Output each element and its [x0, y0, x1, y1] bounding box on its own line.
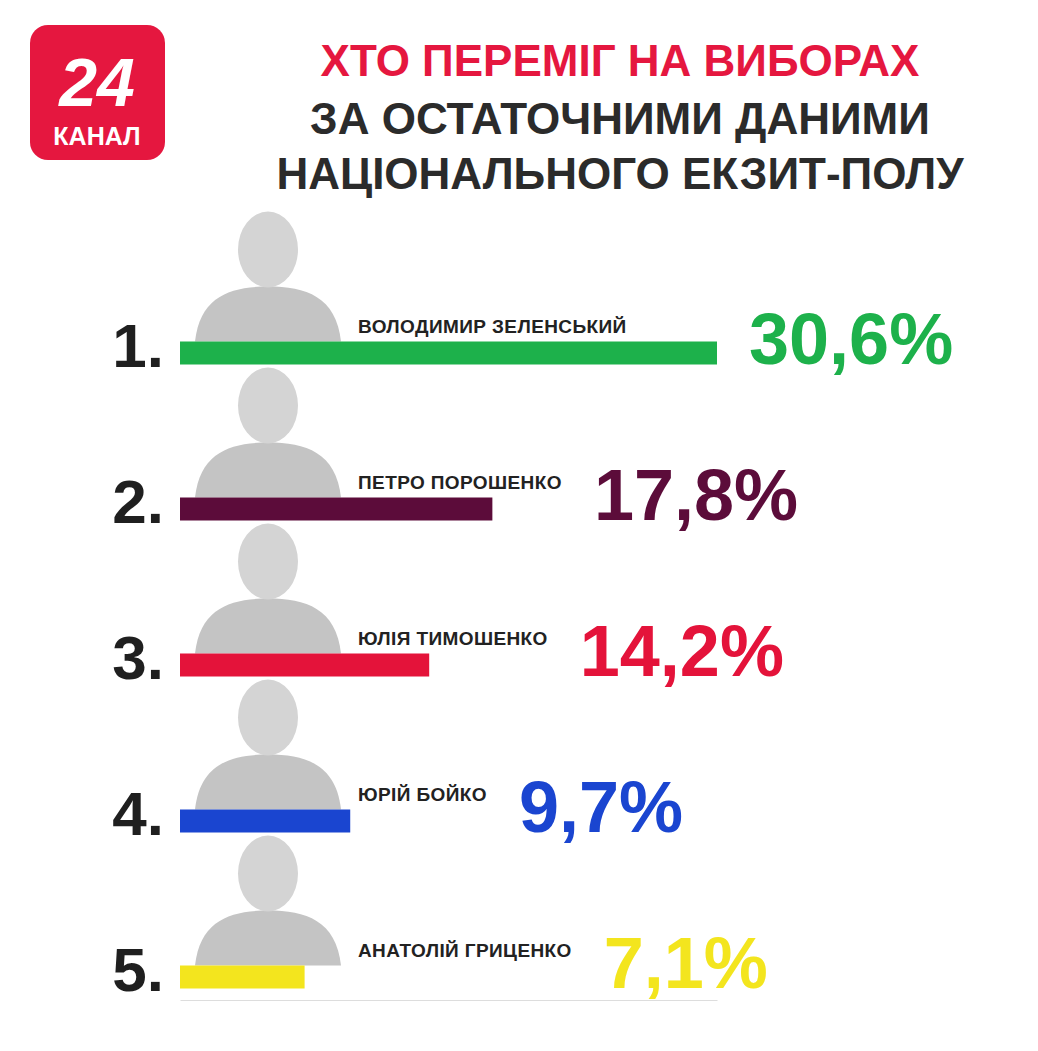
- portrait-placeholder: [195, 524, 341, 654]
- data-label: 30,6%: [749, 299, 953, 379]
- portrait-head: [238, 836, 298, 912]
- data-label: 17,8%: [594, 455, 798, 535]
- bar: [180, 654, 429, 677]
- category-label: ЮРІЙ БОЙКО: [358, 784, 487, 805]
- portrait-head: [238, 524, 298, 600]
- bar: [180, 498, 492, 521]
- rank-label: 3.: [112, 623, 164, 692]
- data-label: 7,1%: [604, 923, 768, 1003]
- rank-label: 5.: [112, 935, 164, 1004]
- bar: [180, 342, 717, 365]
- subtitle: ЗА ОСТАТОЧНИМИ ДАНИМИ: [310, 94, 930, 143]
- category-label: ВОЛОДИМИР ЗЕЛЕНСЬКИЙ: [358, 316, 627, 337]
- data-label: 9,7%: [519, 767, 683, 847]
- portrait-shoulders: [195, 911, 341, 966]
- portrait-shoulders: [195, 755, 341, 810]
- portrait-shoulders: [195, 287, 341, 342]
- portraits: [195, 212, 341, 966]
- logo-number: 24: [57, 44, 135, 120]
- portrait-placeholder: [195, 680, 341, 810]
- bar: [180, 966, 305, 989]
- chart-root: 24КАНАЛ ХТО ПЕРЕМІГ НА ВИБОРАХ ЗА ОСТАТОЧН…: [0, 0, 1038, 1051]
- title: ХТО ПЕРЕМІГ НА ВИБОРАХ: [321, 36, 920, 85]
- category-label: ЮЛІЯ ТИМОШЕНКО: [358, 628, 548, 649]
- portrait-head: [238, 368, 298, 444]
- portrait-placeholder: [195, 836, 341, 966]
- category-label: ПЕТРО ПОРОШЕНКО: [358, 472, 562, 493]
- portrait-shoulders: [195, 599, 341, 654]
- logo-background: [30, 25, 165, 160]
- portrait-placeholder: [195, 368, 341, 498]
- portrait-shoulders: [195, 443, 341, 498]
- portrait-placeholder: [195, 212, 341, 342]
- rank-label: 4.: [112, 779, 164, 848]
- rank-label: 1.: [112, 311, 164, 380]
- category-label: АНАТОЛІЙ ГРИЦЕНКО: [358, 940, 572, 961]
- labels: 1. ВОЛОДИМИР ЗЕЛЕНСЬКИЙ 30,6% 2. ПЕТРО ПОРОШ…: [112, 299, 953, 1004]
- logo: 24КАНАЛ: [30, 25, 165, 160]
- subtitle: НАЦІОНАЛЬНОГО ЕКЗИТ-ПОЛУ: [276, 149, 964, 198]
- portrait-head: [238, 212, 298, 288]
- portrait-head: [238, 680, 298, 756]
- data-label: 14,2%: [580, 611, 784, 691]
- rank-label: 2.: [112, 467, 164, 536]
- logo-text: КАНАЛ: [53, 122, 140, 150]
- bar: [180, 810, 350, 833]
